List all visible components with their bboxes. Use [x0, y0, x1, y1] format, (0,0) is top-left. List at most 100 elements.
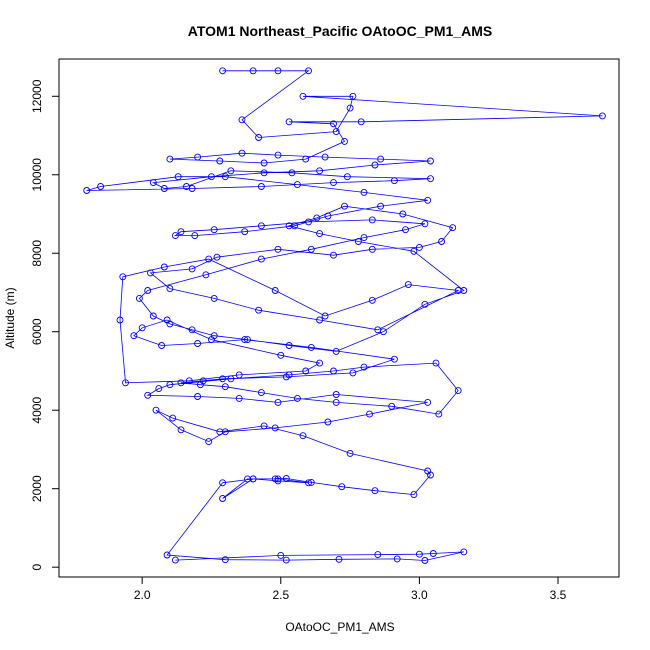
data-point: [360, 188, 368, 196]
data-point: [135, 294, 143, 302]
data-point: [288, 169, 296, 177]
data-point: [205, 438, 213, 446]
data-point: [144, 287, 152, 294]
data-point: [235, 371, 243, 379]
data-point: [194, 340, 202, 347]
data-point: [282, 556, 290, 564]
data-point: [152, 406, 160, 414]
data-point: [335, 555, 343, 563]
data-point: [194, 393, 202, 400]
data-point: [285, 342, 293, 349]
data-point: [307, 343, 315, 351]
data-point: [227, 167, 235, 175]
data-point: [177, 379, 185, 387]
data-point: [302, 367, 310, 375]
data-point: [299, 92, 307, 100]
data-point: [324, 212, 332, 220]
data-point: [166, 285, 174, 293]
data-point: [257, 222, 265, 230]
y-tick-label: 4000: [30, 397, 44, 424]
data-point: [260, 422, 268, 430]
data-point: [219, 67, 227, 75]
data-point: [202, 271, 210, 279]
data-point: [424, 398, 432, 406]
data-point: [390, 177, 398, 185]
data-point: [216, 428, 224, 436]
data-point: [332, 391, 340, 398]
data-point: [227, 375, 235, 383]
data-point: [379, 328, 387, 336]
data-point: [249, 67, 257, 75]
y-tick-label: 6000: [30, 318, 44, 345]
data-point: [83, 187, 91, 194]
data-point: [360, 234, 368, 242]
data-point: [244, 336, 251, 344]
data-point: [349, 369, 357, 377]
data-point: [349, 92, 357, 100]
data-point: [163, 551, 171, 559]
data-point: [371, 161, 379, 169]
data-point: [147, 269, 154, 277]
x-axis-label: OAtoOC_PM1_AMS: [285, 620, 394, 634]
data-point: [277, 551, 285, 559]
data-point: [205, 255, 213, 263]
data-point: [171, 232, 179, 240]
data-point: [393, 555, 401, 563]
data-point: [221, 556, 229, 564]
data-point: [307, 478, 315, 486]
data-point: [421, 557, 429, 564]
data-point: [305, 218, 312, 226]
data-point: [188, 326, 196, 334]
data-point: [293, 394, 301, 402]
data-point: [177, 228, 185, 236]
data-point: [199, 377, 207, 385]
data-point: [330, 120, 337, 128]
data-point: [260, 159, 268, 167]
data-point: [410, 491, 418, 499]
data-point: [332, 347, 340, 355]
data-point: [191, 232, 199, 240]
data-point: [374, 551, 382, 559]
data-point: [210, 226, 218, 234]
data-point: [299, 432, 307, 440]
data-point: [274, 475, 282, 483]
data-point: [221, 428, 229, 436]
data-point: [271, 475, 279, 483]
data-point: [210, 294, 218, 302]
data-point: [285, 118, 293, 126]
data-point: [274, 67, 282, 75]
data-point: [271, 287, 279, 294]
data-point: [415, 243, 423, 251]
data-point: [155, 385, 163, 393]
data-point: [421, 300, 429, 308]
data-point: [241, 228, 249, 236]
data-point: [185, 377, 193, 385]
data-point: [210, 332, 218, 340]
data-point: [354, 238, 362, 245]
y-tick-label: 2000: [30, 475, 44, 502]
data-point: [277, 351, 285, 359]
data-point: [341, 202, 348, 210]
data-point: [316, 230, 324, 238]
data-point: [257, 183, 265, 190]
x-axis: 2.0 2.5 3.0 3.5: [134, 577, 567, 602]
data-point: [421, 220, 429, 228]
data-point: [244, 475, 251, 483]
data-point: [219, 375, 227, 383]
data-point: [424, 467, 432, 475]
data-point: [188, 265, 196, 273]
data-point: [321, 312, 329, 320]
data-point: [402, 226, 409, 234]
data-point: [307, 245, 315, 253]
data-point: [316, 359, 324, 367]
data-point: [341, 137, 348, 145]
data-point: [360, 363, 368, 371]
data-point: [429, 550, 437, 557]
data-point: [177, 426, 185, 434]
x-tick-label: 3.5: [550, 588, 567, 602]
data-point: [330, 251, 337, 259]
data-point: [424, 196, 432, 204]
data-point: [324, 418, 332, 426]
data-point: [388, 402, 396, 410]
